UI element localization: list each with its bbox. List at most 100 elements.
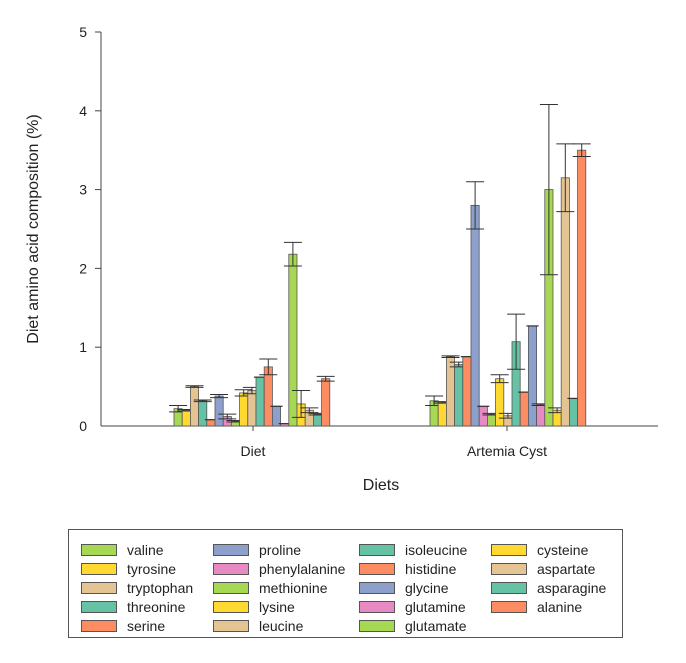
legend-label: valine — [127, 542, 164, 558]
bar-asparagine — [312, 413, 322, 427]
y-tick-label: 3 — [79, 182, 87, 198]
legend-swatch — [491, 582, 527, 594]
bar-leucine — [247, 390, 257, 427]
legend-item-valine: valine — [81, 542, 164, 558]
legend-item-glutamate: glutamate — [359, 618, 466, 634]
legend-swatch — [81, 582, 117, 594]
bar-group-diet — [169, 241, 335, 427]
legend-item-leucine: leucine — [213, 618, 303, 634]
axes — [100, 32, 658, 427]
legend-item-threonine: threonine — [81, 599, 185, 615]
legend-label: leucine — [259, 618, 304, 634]
legend-label: glycine — [405, 580, 449, 596]
legend-label: cysteine — [537, 542, 589, 558]
legend-swatch — [213, 563, 249, 575]
legend-label: alanine — [537, 599, 583, 615]
legend-item-glutamine: glutamine — [359, 599, 466, 615]
bar-threonine — [198, 400, 208, 427]
bar-glutamate — [288, 253, 298, 427]
legend-item-tryptophan: tryptophan — [81, 580, 193, 596]
legend-swatch — [81, 563, 117, 575]
legend-item-alanine: alanine — [491, 599, 582, 615]
bar-alanine — [321, 378, 331, 427]
bar-serine — [462, 356, 472, 427]
bar-group-artemia-cyst — [425, 103, 591, 427]
legend-swatch — [213, 620, 249, 632]
legend-label: proline — [259, 542, 302, 558]
legend-label: methionine — [259, 580, 328, 596]
bar-tyrosine — [181, 409, 191, 427]
x-axis-title: Diets — [363, 477, 399, 494]
y-tick-label: 2 — [79, 260, 87, 276]
legend-item-cysteine: cysteine — [491, 542, 588, 558]
legend-item-lysine: lysine — [213, 599, 295, 615]
legend-label: lysine — [259, 599, 295, 615]
legend-swatch — [81, 620, 117, 632]
bar-alanine — [577, 149, 587, 427]
y-tick-label: 1 — [79, 339, 87, 355]
x-tick-label: Diet — [241, 443, 266, 459]
legend-item-tyrosine: tyrosine — [81, 561, 176, 577]
bar-phenylalanine — [478, 405, 488, 427]
legend-swatch — [359, 582, 395, 594]
y-ticks: 0 1 2 3 4 5 — [79, 24, 101, 434]
legend-label: phenylalanine — [259, 561, 346, 577]
y-axis-title: Diet amino acid composition (%) — [25, 114, 42, 343]
legend-swatch — [213, 544, 249, 556]
legend-swatch — [359, 620, 395, 632]
legend-item-serine: serine — [81, 618, 165, 634]
bar-tryptophan — [189, 386, 199, 427]
legend-item-aspartate: aspartate — [491, 561, 595, 577]
x-tick-label: Artemia Cyst — [467, 443, 547, 459]
legend-swatch — [491, 601, 527, 613]
legend-label: tryptophan — [127, 580, 194, 596]
legend-swatch — [359, 544, 395, 556]
legend-swatch — [359, 563, 395, 575]
x-ticks: Diet Artemia Cyst — [241, 426, 547, 459]
bar-lysine — [495, 378, 505, 427]
legend-swatch — [81, 544, 117, 556]
legend-item-phenylalanine: phenylalanine — [213, 561, 345, 577]
bar-threonine — [454, 364, 464, 427]
bar-lysine — [239, 392, 249, 427]
legend-swatch — [213, 601, 249, 613]
bar-proline — [470, 204, 480, 427]
y-tick-label: 0 — [79, 418, 87, 434]
bar-aspartate — [560, 177, 570, 427]
legend: valine tyrosine tryptophan threonine serine p… — [68, 529, 623, 638]
bar-isoleucine — [255, 376, 265, 427]
legend-label: serine — [127, 618, 166, 634]
legend-item-histidine: histidine — [359, 561, 456, 577]
y-tick-label: 4 — [79, 103, 87, 119]
legend-item-methionine: methionine — [213, 580, 328, 596]
bar-serine — [206, 419, 216, 427]
legend-item-proline: proline — [213, 542, 301, 558]
legend-swatch — [81, 601, 117, 613]
y-tick-label: 5 — [79, 24, 87, 40]
legend-label: isoleucine — [405, 542, 468, 558]
legend-item-asparagine: asparagine — [491, 580, 606, 596]
legend-item-glycine: glycine — [359, 580, 449, 596]
legend-label: aspartate — [537, 561, 596, 577]
bar-tyrosine — [437, 401, 447, 427]
legend-label: glutamine — [405, 599, 466, 615]
legend-swatch — [359, 601, 395, 613]
legend-swatch — [213, 582, 249, 594]
bar-methionine — [486, 413, 496, 427]
legend-label: tyrosine — [127, 561, 177, 577]
bar-glutamine — [536, 404, 546, 427]
bar-chart: 0 1 2 3 4 5 Diet Artemia Cyst Diet amino acid … — [25, 24, 658, 494]
legend-swatch — [491, 544, 527, 556]
bars — [169, 103, 591, 427]
bar-proline — [214, 395, 224, 427]
bar-asparagine — [569, 398, 579, 427]
legend-item-isoleucine: isoleucine — [359, 542, 467, 558]
bar-glycine — [528, 325, 538, 427]
legend-label: glutamate — [405, 618, 467, 634]
legend-label: asparagine — [537, 580, 607, 596]
bar-histidine — [519, 391, 529, 427]
legend-label: threonine — [127, 599, 186, 615]
legend-label: histidine — [405, 561, 457, 577]
legend-swatch — [491, 563, 527, 575]
bar-histidine — [263, 366, 273, 427]
